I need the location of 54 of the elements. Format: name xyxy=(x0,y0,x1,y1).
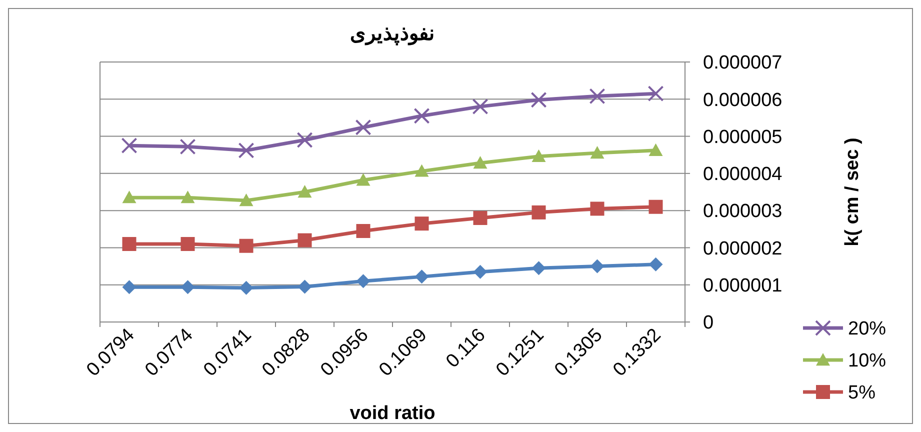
point xyxy=(239,194,254,206)
point xyxy=(122,190,136,204)
point xyxy=(648,143,663,156)
point xyxy=(414,164,429,177)
chart-title: نفوذپذیری xyxy=(350,23,435,46)
point xyxy=(473,211,488,225)
y-tick-label: 0.000004 xyxy=(703,164,783,186)
point xyxy=(355,119,372,136)
legend-label: 5% xyxy=(848,382,876,404)
point xyxy=(180,237,195,251)
point xyxy=(122,280,136,294)
legend-label: 20% xyxy=(848,318,886,340)
point xyxy=(298,280,312,294)
point xyxy=(298,233,312,248)
point xyxy=(239,238,254,253)
point xyxy=(414,108,430,124)
point xyxy=(473,264,488,279)
point xyxy=(121,138,138,154)
y-tick-label: 0.000003 xyxy=(703,201,782,222)
point xyxy=(590,202,604,216)
point xyxy=(356,224,370,238)
point xyxy=(414,270,429,284)
point xyxy=(532,261,546,276)
point xyxy=(296,132,313,148)
point xyxy=(648,257,663,272)
point xyxy=(180,280,195,294)
point xyxy=(356,274,370,288)
point xyxy=(473,156,488,169)
x-axis-title: void ratio xyxy=(350,403,436,424)
point xyxy=(589,88,606,104)
legend-label: 10% xyxy=(848,350,886,372)
point xyxy=(532,205,546,220)
point xyxy=(180,190,195,204)
point xyxy=(648,86,664,102)
point xyxy=(238,142,254,158)
point xyxy=(239,280,254,295)
point xyxy=(414,216,429,231)
y-tick-label: 0 xyxy=(703,312,714,334)
y-tick-label: 0.000005 xyxy=(703,126,782,148)
point xyxy=(532,149,546,162)
point xyxy=(530,92,547,108)
y-axis-title: k( cm / sec ) xyxy=(842,138,863,246)
point xyxy=(648,200,663,214)
point xyxy=(122,237,136,251)
point xyxy=(298,185,312,198)
point xyxy=(356,173,370,186)
y-tick-label: 0.000006 xyxy=(703,90,782,111)
point xyxy=(590,146,604,159)
point xyxy=(180,138,196,155)
point xyxy=(472,98,488,115)
y-tick-label: 0.000007 xyxy=(703,52,782,74)
y-tick-label: 0.000002 xyxy=(703,238,782,260)
point xyxy=(590,259,604,274)
y-tick-label: 0.000001 xyxy=(703,276,782,297)
